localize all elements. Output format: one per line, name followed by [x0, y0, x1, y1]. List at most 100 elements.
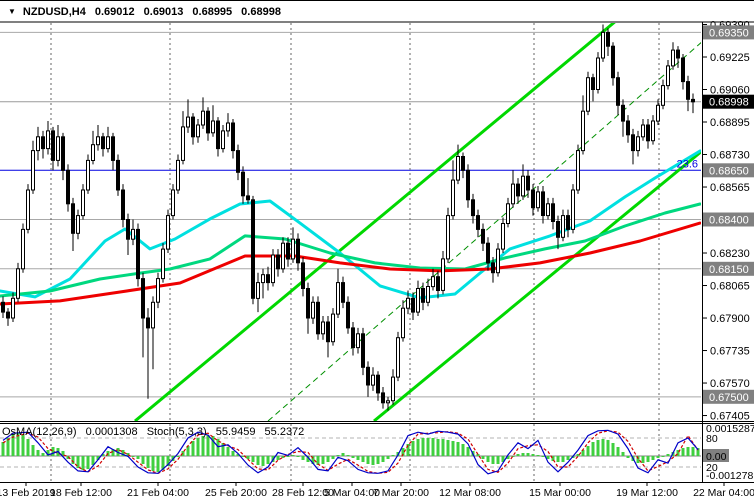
osma-bar	[291, 455, 295, 456]
candle-body	[431, 276, 435, 288]
candle-body	[691, 98, 695, 103]
candle-body	[666, 65, 670, 87]
level-price-badge	[703, 261, 754, 276]
price-tick-label: 0.68065	[710, 281, 750, 293]
stoch-value-main: 55.9459	[215, 426, 256, 438]
candle-body	[626, 120, 630, 136]
osma-bar	[356, 456, 360, 460]
candle-body	[46, 130, 50, 150]
osma-label: OsMA(12,26,9)	[2, 426, 77, 438]
osma-bar	[6, 438, 10, 456]
osma-bar	[251, 456, 255, 462]
osma-bar	[636, 456, 640, 463]
time-axis-label: 13 Feb 2019	[0, 487, 56, 499]
osma-bar	[96, 456, 100, 460]
osma-bar	[306, 456, 310, 462]
osma-bar	[506, 456, 510, 459]
candle-body	[481, 228, 485, 244]
candle-body	[336, 282, 340, 315]
indicator-labels: OsMA(12,26,9) 0.0001308 Stoch(5,3,3) 55.…	[2, 426, 310, 438]
candle-body	[441, 258, 445, 291]
price-tick-label: 0.68730	[710, 150, 750, 162]
candle-body	[346, 301, 350, 329]
candle-body	[496, 248, 500, 274]
osma-bar	[436, 439, 440, 456]
osma-bar	[531, 454, 535, 456]
candle-body	[376, 374, 380, 394]
osma-bar	[541, 456, 545, 457]
candle-body	[571, 189, 575, 230]
osma-bar	[536, 455, 540, 456]
osma-bar	[311, 456, 315, 464]
osma-bar	[561, 456, 565, 462]
osma-bar	[466, 447, 470, 456]
osma-bar	[46, 450, 50, 456]
price-badge-label: 0.67500	[709, 392, 749, 404]
candle-body	[646, 124, 650, 142]
osma-bar	[611, 443, 615, 456]
osma-bar	[296, 456, 300, 457]
osma-bar	[31, 445, 35, 456]
osma-bar	[476, 454, 480, 456]
osma-bar	[161, 456, 165, 470]
channel-lower	[373, 149, 701, 421]
candle-body	[416, 288, 420, 313]
time-axis-label: 21 Feb 04:00	[127, 487, 189, 499]
candle-body	[446, 215, 450, 260]
candle-body	[591, 77, 595, 90]
price-tick-label: 0.69225	[710, 52, 750, 64]
chart-header: ▼ NZDUSD,H4 0.69012 0.69013 0.68995 0.68…	[0, 2, 754, 21]
osma-bar	[166, 456, 170, 466]
candle-body	[486, 242, 490, 264]
level-price-badge	[703, 212, 754, 227]
price-badge-label: 0.68998	[709, 97, 749, 109]
candle-body	[106, 136, 110, 150]
level-price-badge	[703, 389, 754, 404]
osma-bar	[196, 438, 200, 456]
osma-bar	[81, 456, 85, 470]
candle-body	[236, 150, 240, 173]
candle-body	[386, 400, 390, 404]
current-price-badge	[703, 94, 754, 109]
osma-bar	[676, 450, 680, 456]
symbol-dropdown-icon[interactable]: ▼	[8, 7, 16, 16]
candle-body	[76, 215, 80, 234]
osma-bar	[86, 456, 90, 469]
osma-bar	[191, 441, 195, 456]
candle-body	[181, 126, 185, 161]
osma-bar	[1, 442, 5, 456]
osma-bar	[646, 456, 650, 462]
candle-body	[286, 242, 290, 260]
osma-bar	[241, 456, 245, 457]
candle-body	[251, 199, 255, 299]
price-tick-label: 0.68895	[710, 117, 750, 129]
candle-body	[11, 297, 15, 319]
osma-bar	[16, 433, 20, 456]
candle-body	[461, 156, 465, 171]
osma-bar	[266, 456, 270, 464]
osma-bar	[581, 450, 585, 456]
osma-bar	[91, 456, 95, 465]
candle-body	[381, 392, 385, 404]
time-axis-label: 22 Mar 04:00	[693, 487, 754, 499]
candle-body	[651, 120, 655, 142]
candle-body	[26, 189, 30, 230]
price-badge-label: 0.69350	[709, 27, 749, 39]
candle-body	[186, 116, 190, 128]
candle-body	[221, 130, 225, 150]
stoch-value-signal: 55.2372	[264, 426, 305, 438]
candle-body	[176, 159, 180, 191]
osma-bar	[371, 456, 375, 465]
osma-bar	[401, 448, 405, 456]
candle-body	[226, 122, 230, 132]
candle-body	[241, 171, 245, 197]
time-axis-label: 5 Mar 04:00	[324, 487, 380, 499]
candle-body	[166, 215, 170, 250]
candle-body	[331, 313, 335, 343]
candle-body	[406, 297, 410, 309]
candle-body	[671, 49, 675, 67]
candle-body	[321, 321, 325, 335]
candle-body	[111, 136, 115, 161]
osma-bar	[226, 447, 230, 456]
